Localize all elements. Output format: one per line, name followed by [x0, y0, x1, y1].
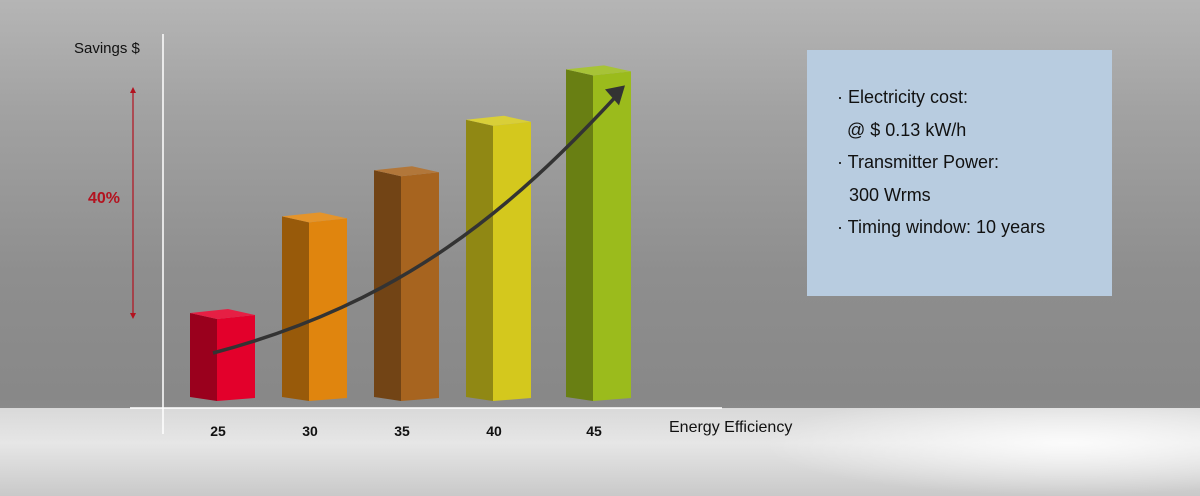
- bar-front: [309, 218, 347, 401]
- x-tick-label: 30: [302, 423, 318, 439]
- info-item-timing: · Timing window: 10 years: [837, 216, 1112, 239]
- bar-side: [466, 119, 493, 402]
- bar-45: [566, 65, 631, 402]
- x-tick-label: 25: [210, 423, 226, 439]
- info-line-detail: 300 Wrms: [849, 184, 931, 205]
- info-line: · Timing window: 10 years: [837, 217, 1046, 237]
- bar-top: [282, 212, 347, 223]
- bar-front: [401, 172, 439, 401]
- x-tick-label: 40: [486, 423, 502, 439]
- bar-top: [466, 115, 531, 126]
- bar-side: [190, 313, 217, 401]
- info-item-transmitter: · Transmitter Power: 300 Wrms: [837, 151, 1112, 206]
- info-line-detail: @ $ 0.13 kW/h: [847, 119, 967, 140]
- bar-front: [593, 71, 631, 402]
- bar-top: [190, 309, 255, 319]
- bar-side: [566, 69, 593, 402]
- x-axis-label: Energy Efficiency: [669, 419, 793, 436]
- bar-40: [466, 115, 531, 402]
- trend-arrow-line: [212, 96, 617, 355]
- info-item-electricity: · Electricity cost: @ $ 0.13 kW/h: [837, 86, 1112, 141]
- span-label: 40%: [88, 190, 121, 207]
- info-line: · Transmitter Power:: [837, 152, 1000, 172]
- bar-30: [282, 212, 347, 401]
- x-tick-label: 45: [586, 423, 602, 439]
- trend-arrow-head: [605, 85, 625, 106]
- info-box: · Electricity cost: @ $ 0.13 kW/h · Tran…: [807, 50, 1112, 296]
- y-axis-label: Savings $: [74, 40, 140, 57]
- bar-side: [282, 216, 309, 401]
- floor-highlight: [760, 408, 1200, 496]
- bar-front: [493, 121, 531, 402]
- bar-top: [374, 166, 439, 177]
- bar-25: [190, 309, 255, 401]
- info-line: · Electricity cost:: [837, 87, 969, 107]
- bar-35: [374, 166, 439, 401]
- bar-top: [566, 65, 631, 76]
- x-tick-label: 35: [394, 423, 410, 439]
- bar-front: [217, 315, 255, 401]
